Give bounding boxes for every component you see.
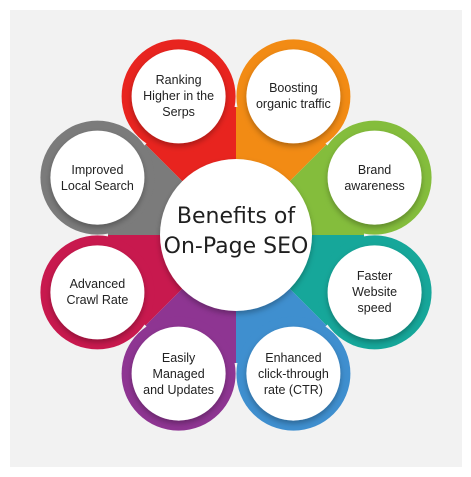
petal-bubble [50, 245, 145, 340]
petal-bubble [131, 326, 226, 421]
petal-label-local-search: Improved Local Search [60, 162, 134, 193]
petal-label-ctr: Enhanced click-through rate (CTR) [257, 350, 329, 397]
petal-label-ranking: Ranking Higher in the Serps [143, 73, 215, 120]
petal-label-managed-updates: Easily Managed and Updates [143, 350, 215, 397]
petal-bubble [327, 245, 422, 340]
diagram-title: Benefits of On-Page SEO [163, 204, 309, 259]
petal-label-crawl-rate: Advanced Crawl Rate [66, 277, 129, 308]
petal-bubble [246, 326, 341, 421]
petal-bubble [131, 49, 226, 144]
petal-bubble [246, 49, 341, 144]
center-circle [160, 159, 312, 311]
petal-label-organic-traffic: Boosting organic traffic [255, 81, 331, 112]
petal-bubble [327, 130, 422, 225]
petal-label-brand-awareness: Brand awareness [344, 162, 405, 193]
petal-label-website-speed: Faster Website speed [352, 269, 398, 316]
petal-bubble [50, 130, 145, 225]
